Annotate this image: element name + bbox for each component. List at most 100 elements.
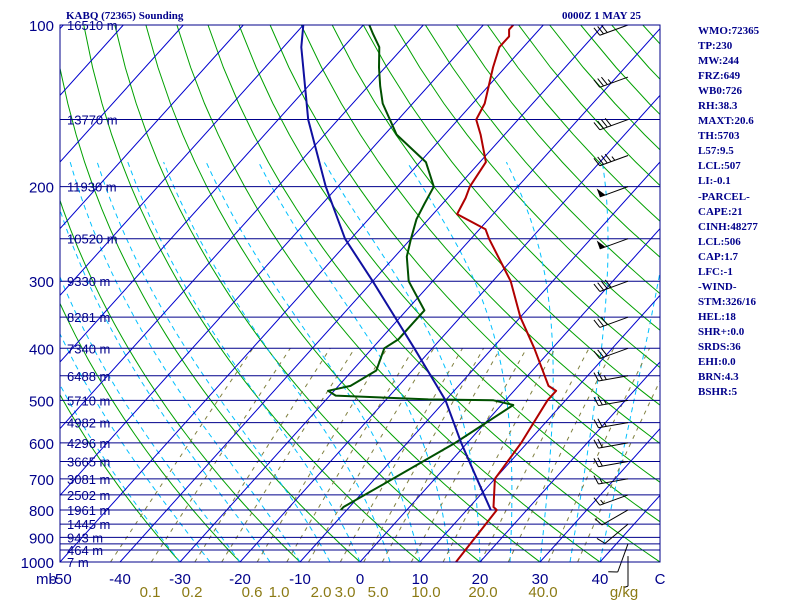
wind-barb-half bbox=[623, 585, 629, 589]
isotherm bbox=[60, 25, 364, 363]
mb-unit-label: mb bbox=[36, 571, 57, 588]
isotherm bbox=[479, 361, 660, 562]
index-item: L57:9.5 bbox=[698, 145, 734, 158]
dry-adiabat bbox=[549, 25, 660, 151]
pressure-label: 500 bbox=[29, 393, 54, 410]
pressure-label: 300 bbox=[29, 274, 54, 291]
wind-barb-full bbox=[593, 122, 601, 131]
index-item: FRZ:649 bbox=[698, 70, 741, 83]
wind-barb-half bbox=[611, 156, 616, 161]
index-item: LI:-0.1 bbox=[698, 175, 731, 188]
mixing-ratio-labels: 0.1 0.2 0.6 1.0 2.0 3.0 5.0 10.0 20.0 40.0 g/kg bbox=[140, 584, 639, 600]
dewpoint-trace bbox=[327, 25, 515, 511]
wind-barb-full bbox=[593, 419, 599, 429]
mixing-ratio-tick-label: 40.0 bbox=[528, 584, 557, 600]
isotherm bbox=[359, 227, 660, 562]
pressure-label: 400 bbox=[29, 341, 54, 358]
height-label: 1961 m bbox=[67, 503, 110, 518]
index-item: BSHR:5 bbox=[698, 386, 738, 399]
pressure-label: 700 bbox=[29, 472, 54, 489]
mixing-ratio-tick-label: 2.0 bbox=[311, 584, 332, 600]
mixing-ratio-line bbox=[221, 348, 356, 562]
pressure-label: 1000 bbox=[21, 555, 54, 572]
wind-barb-shaft bbox=[599, 347, 629, 360]
height-label: 943 m bbox=[67, 530, 103, 545]
dry-adiabat bbox=[207, 25, 660, 562]
wind-barb-full bbox=[601, 24, 608, 33]
wind-barb-shaft bbox=[599, 494, 629, 506]
pressure-label: 200 bbox=[29, 180, 54, 197]
wind-barb-full bbox=[597, 318, 604, 327]
height-label: 9330 m bbox=[67, 274, 110, 289]
pressure-label: 100 bbox=[29, 18, 54, 35]
wind-barb-shaft bbox=[598, 399, 629, 407]
height-label: 10520 m bbox=[67, 232, 118, 247]
index-item: STM:326/16 bbox=[698, 295, 757, 308]
wind-barb-shaft bbox=[599, 155, 629, 167]
moist-adiabat bbox=[406, 161, 513, 562]
mixing-ratio-line bbox=[547, 348, 650, 562]
wind-barb-full bbox=[593, 319, 601, 328]
wind-barb-half bbox=[607, 79, 612, 84]
height-label: 3081 m bbox=[67, 472, 110, 487]
index-item: EHI:0.0 bbox=[698, 356, 736, 369]
wind-barb-shaft bbox=[598, 422, 629, 429]
wind-barb-full bbox=[593, 27, 601, 36]
mixing-ratio-line bbox=[194, 348, 331, 562]
isotherm bbox=[119, 25, 604, 562]
wind-barb-shaft bbox=[599, 76, 629, 88]
height-label: 4982 m bbox=[67, 416, 110, 431]
wind-barb-half bbox=[599, 478, 603, 484]
moist-adiabat bbox=[205, 161, 421, 562]
wind-barb-full bbox=[593, 372, 599, 382]
wind-barb-half bbox=[603, 421, 607, 427]
height-label: 6488 m bbox=[67, 369, 110, 384]
index-item: CAPE:21 bbox=[698, 205, 743, 218]
moist-adiabat bbox=[599, 269, 660, 562]
wind-barb-full bbox=[601, 76, 608, 85]
wind-barb-shaft bbox=[599, 119, 629, 131]
index-item: TH:5703 bbox=[698, 130, 740, 143]
wind-barb-half bbox=[603, 399, 607, 405]
wind-barb-full bbox=[597, 282, 604, 291]
temperature-tick-label: C bbox=[655, 571, 666, 588]
temperature-tick-label: -10 bbox=[289, 571, 311, 588]
temperature-tick-label: -50 bbox=[50, 571, 72, 588]
mixing-ratio-tick-label: 3.0 bbox=[335, 584, 356, 600]
wind-pennant bbox=[596, 240, 606, 249]
wind-barb-shaft bbox=[604, 523, 629, 544]
wind-barb-full bbox=[597, 371, 603, 381]
mixing-ratio-line bbox=[286, 348, 415, 562]
temperature-tick-label: 10 bbox=[412, 571, 429, 588]
wind-barb-full bbox=[597, 457, 603, 467]
index-item: MW:244 bbox=[698, 55, 739, 68]
height-label: 16510 m bbox=[67, 18, 118, 33]
index-item: LFC:-1 bbox=[698, 265, 733, 278]
mixing-ratio-tick-label: 20.0 bbox=[468, 584, 497, 600]
index-item: MAXT:20.6 bbox=[698, 115, 754, 128]
isobars bbox=[60, 24, 660, 563]
isotherm bbox=[179, 27, 660, 562]
index-item: LCL:507 bbox=[698, 160, 741, 173]
index-item: -WIND- bbox=[698, 280, 737, 293]
height-label: 3665 m bbox=[67, 455, 110, 470]
parcel-trace bbox=[300, 25, 492, 511]
wind-barb-full bbox=[604, 153, 612, 162]
index-item: WMO:72365 bbox=[698, 25, 760, 37]
mixing-ratio-tick-label: 5.0 bbox=[368, 584, 389, 600]
wind-barb-full bbox=[597, 396, 603, 406]
wind-barb-full bbox=[594, 518, 603, 526]
isotherm bbox=[299, 161, 660, 562]
isotherm bbox=[60, 25, 424, 430]
temperature-tick-label: 0 bbox=[356, 571, 364, 588]
isotherm bbox=[60, 25, 484, 497]
moist-adiabat bbox=[569, 162, 609, 562]
isotherm bbox=[539, 427, 660, 562]
wind-barb-shaft bbox=[598, 442, 629, 449]
temperature-tick-label: 40 bbox=[592, 571, 609, 588]
wind-barb-half bbox=[600, 499, 604, 505]
wind-barb-full bbox=[593, 396, 599, 406]
mixing-ratio-line bbox=[308, 348, 435, 562]
pressure-label: 800 bbox=[29, 503, 54, 520]
moist-adiabat bbox=[96, 161, 331, 562]
